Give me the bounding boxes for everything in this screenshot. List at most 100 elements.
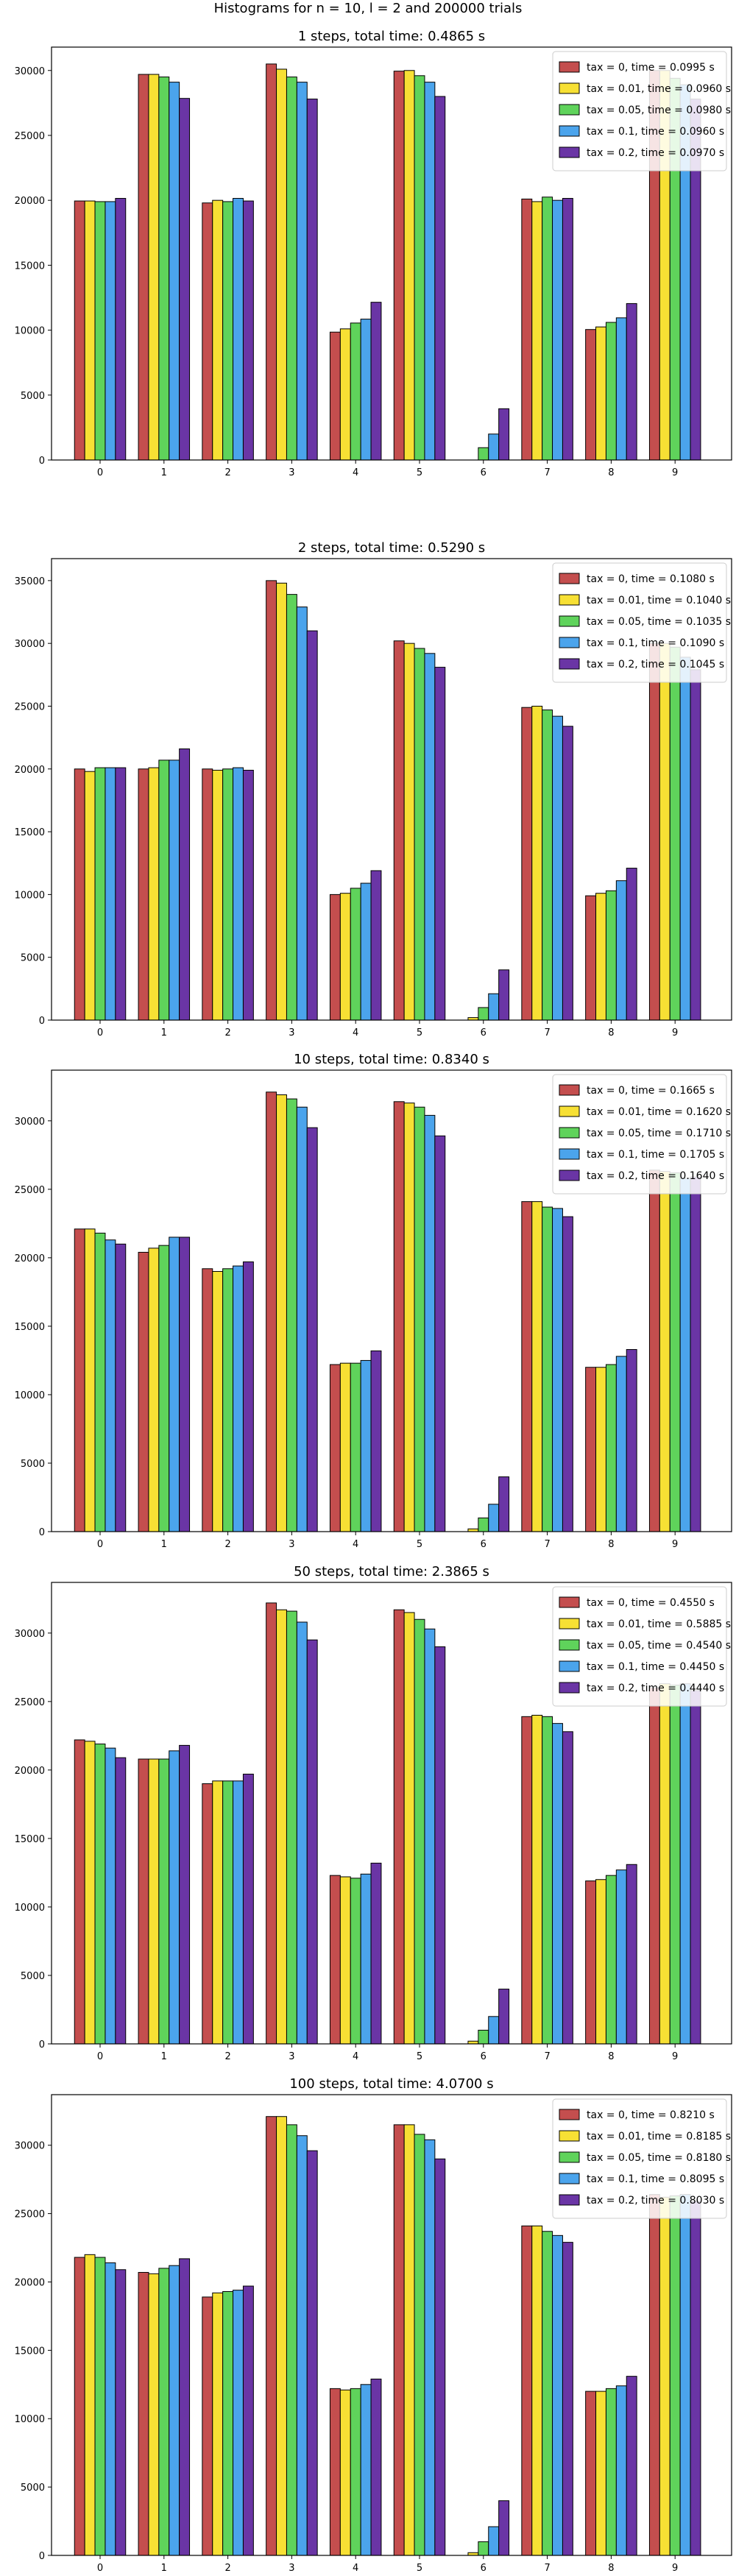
legend-box xyxy=(552,1586,727,1707)
bar xyxy=(605,1364,617,1532)
bar xyxy=(286,1610,297,2045)
bar xyxy=(115,2269,127,2556)
chart-title: 10 steps, total time: 0.8340 s xyxy=(294,1052,489,1067)
bar xyxy=(414,75,425,461)
bar xyxy=(266,63,277,461)
bar xyxy=(158,2268,170,2556)
bar xyxy=(370,302,382,461)
bar xyxy=(84,1228,96,1532)
legend-swatch xyxy=(559,1084,580,1096)
bar xyxy=(552,1723,563,2045)
x-tick-label: 9 xyxy=(672,1539,678,1550)
x-tick-label: 0 xyxy=(97,2563,103,2574)
bar xyxy=(585,1367,597,1532)
legend-swatch xyxy=(559,573,580,584)
bar xyxy=(370,1350,382,1532)
bar xyxy=(498,1989,510,2045)
legend-swatch xyxy=(559,104,580,116)
bar xyxy=(179,748,191,1021)
legend-label: tax = 0.05, time = 0.1035 s xyxy=(587,616,731,628)
bar xyxy=(350,1878,361,2045)
bar xyxy=(266,580,277,1021)
plot-frame xyxy=(51,1069,732,1532)
x-tick-label: 6 xyxy=(481,1539,486,1550)
legend-swatch xyxy=(559,1596,580,1608)
legend-swatch xyxy=(559,594,580,606)
bar xyxy=(329,1364,341,1532)
bar xyxy=(434,1135,446,1532)
legend-swatch xyxy=(559,658,580,670)
bar xyxy=(403,1103,415,1532)
y-tick-label: 30000 xyxy=(15,639,45,650)
bar xyxy=(105,2262,116,2556)
bar xyxy=(552,2234,563,2556)
bar xyxy=(202,768,213,1021)
legend-swatch xyxy=(559,1682,580,1694)
bar xyxy=(434,96,446,461)
bar xyxy=(615,2385,627,2556)
bar xyxy=(669,1685,681,2045)
bar xyxy=(94,1744,106,2045)
bar xyxy=(521,198,533,461)
bar xyxy=(424,82,436,461)
bar xyxy=(403,2124,415,2556)
x-tick-label: 1 xyxy=(161,2051,167,2062)
bar xyxy=(424,653,436,1021)
x-tick-label: 5 xyxy=(417,1027,422,1038)
x-tick-label: 6 xyxy=(481,1027,486,1038)
x-tick-label: 6 xyxy=(481,2563,486,2574)
bar xyxy=(360,319,372,461)
bar xyxy=(531,1714,543,2045)
y-tick-label: 15000 xyxy=(15,1834,45,1845)
bar xyxy=(424,1628,436,2045)
bar xyxy=(350,1362,361,1532)
bar xyxy=(585,329,597,461)
bar xyxy=(615,317,627,461)
legend-swatch xyxy=(559,1148,580,1160)
y-tick-label: 25000 xyxy=(15,2209,45,2221)
y-tick-label: 20000 xyxy=(15,2277,45,2288)
bar xyxy=(403,70,415,461)
legend-label: tax = 0.2, time = 0.1640 s xyxy=(587,1170,724,1182)
bar xyxy=(339,1362,351,1532)
bar xyxy=(605,890,617,1021)
bar xyxy=(478,2029,489,2045)
bar xyxy=(105,1239,116,1532)
bar xyxy=(531,201,543,461)
x-tick-label: 4 xyxy=(353,1539,358,1550)
x-tick-label: 2 xyxy=(224,2563,230,2574)
bar xyxy=(233,198,244,461)
bar xyxy=(615,880,627,1021)
bar xyxy=(414,1618,425,2045)
bar xyxy=(306,630,318,1021)
x-tick-label: 6 xyxy=(481,467,486,478)
bar xyxy=(648,1170,660,1532)
bar xyxy=(158,77,170,461)
bar xyxy=(659,1683,670,2045)
bar xyxy=(158,1245,170,1532)
bar xyxy=(521,2225,533,2556)
bar xyxy=(212,2292,224,2556)
bar xyxy=(202,202,213,461)
legend-box xyxy=(552,2098,727,2219)
x-tick-label: 5 xyxy=(417,2051,422,2062)
bar xyxy=(434,1646,446,2045)
x-tick-label: 7 xyxy=(544,1027,550,1038)
legend-label: tax = 0.2, time = 0.4440 s xyxy=(587,1682,724,1694)
bar xyxy=(585,1880,597,2045)
x-tick-label: 3 xyxy=(289,1027,294,1038)
bar xyxy=(105,1747,116,2045)
x-tick-label: 5 xyxy=(417,467,422,478)
chart-title: 2 steps, total time: 0.5290 s xyxy=(298,540,485,556)
bar xyxy=(202,2296,213,2556)
x-tick-label: 9 xyxy=(672,467,678,478)
bar xyxy=(669,2195,681,2556)
bar xyxy=(562,726,573,1021)
bar xyxy=(242,769,254,1021)
bar xyxy=(94,767,106,1021)
bar xyxy=(179,2258,191,2556)
x-tick-label: 1 xyxy=(161,467,167,478)
x-tick-label: 8 xyxy=(608,2051,614,2062)
bar xyxy=(242,1261,254,1532)
